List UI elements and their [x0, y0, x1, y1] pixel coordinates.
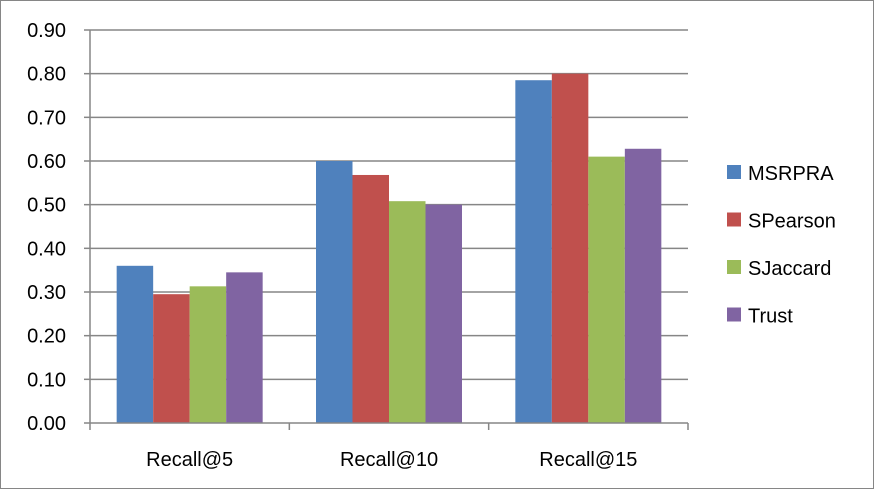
bar-sjaccard-recall-at-10	[389, 201, 426, 423]
x-tick-labels: Recall@5 Recall@10 Recall@15	[146, 449, 637, 471]
bar-sjaccard-recall-at-15	[588, 156, 625, 423]
bar-trust-recall-at-10	[425, 204, 462, 423]
legend-label-spearson: SPearson	[748, 211, 836, 233]
axes	[84, 29, 689, 430]
y-tick-label: 0.50	[27, 195, 66, 217]
bar-msrpra-recall-at-15	[515, 80, 552, 423]
bar-msrpra-recall-at-5	[116, 265, 154, 423]
y-tick-label: 0.10	[27, 369, 66, 391]
bar-trust-recall-at-15	[624, 148, 662, 424]
bar-spearson-recall-at-10	[352, 174, 389, 423]
y-tick-label: 0.30	[27, 282, 66, 304]
legend-label-sjaccard: SJaccard	[748, 258, 831, 280]
legend-swatch-msrpra	[727, 165, 741, 179]
legend-swatch-sjaccard	[727, 260, 741, 274]
bars	[116, 73, 662, 424]
legend-swatch-trust	[727, 307, 741, 322]
bar-trust-recall-at-5	[226, 272, 263, 423]
y-tick-label: 0.00	[27, 413, 66, 435]
x-tick-label: Recall@5	[146, 449, 233, 471]
legend: MSRPRA SPearson SJaccard Trust	[727, 163, 836, 328]
y-tick-label: 0.20	[27, 326, 66, 348]
y-tick-label: 0.90	[27, 20, 66, 42]
y-tick-label: 0.60	[27, 151, 66, 173]
bar-spearson-recall-at-5	[153, 294, 190, 423]
legend-label-trust: Trust	[748, 306, 793, 328]
x-tick-label: Recall@10	[340, 449, 438, 471]
y-tick-label: 0.80	[27, 64, 66, 86]
legend-swatch-spearson	[727, 212, 741, 227]
x-tick-label: Recall@15	[539, 449, 637, 471]
y-tick-label: 0.70	[27, 107, 66, 129]
y-tick-labels: 0.00 0.10 0.20 0.30 0.40 0.50 0.60 0.70 0.80 0.90	[27, 20, 66, 435]
bar-spearson-recall-at-15	[551, 73, 589, 424]
legend-label-msrpra: MSRPRA	[748, 163, 834, 185]
y-tick-label: 0.40	[27, 238, 66, 260]
bar-msrpra-recall-at-10	[316, 161, 353, 423]
bar-sjaccard-recall-at-5	[189, 286, 227, 423]
